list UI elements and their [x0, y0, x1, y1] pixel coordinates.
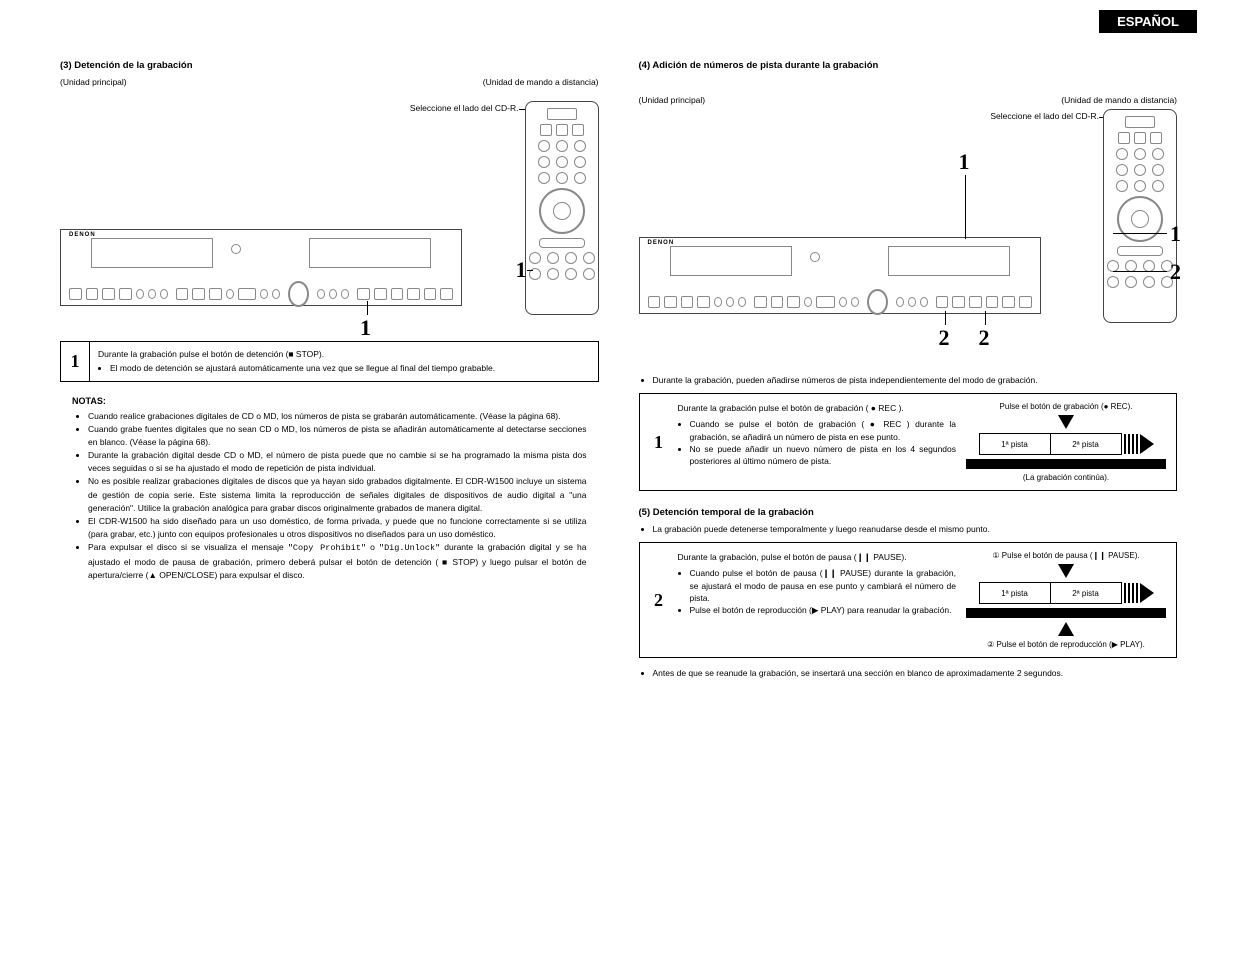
section4-title: (4) Adición de números de pista durante … [639, 60, 1178, 71]
nota-6: Para expulsar el disco si se visualiza e… [88, 541, 587, 582]
note4: Durante la grabación, pueden añadirse nú… [653, 375, 1178, 385]
box2-seg1: 1ª pista [979, 582, 1051, 604]
box2-botlabel: ② Pulse el botón de reproducción (▶ PLAY… [966, 640, 1166, 649]
remote-illustration [525, 101, 599, 315]
notas-heading: NOTAS: [72, 396, 587, 406]
unit-main-label: (Unidad principal) [60, 77, 127, 87]
callout-r-1a: 1 [959, 149, 970, 175]
box1-toplabel: Pulse el botón de grabación (● REC). [966, 402, 1166, 411]
final-note: Antes de que se reanude la grabación, se… [653, 668, 1178, 678]
select-side-label: Seleccione el lado del CD-R. [410, 103, 519, 113]
track-box-1: 1 Durante la grabación pulse el botón de… [639, 393, 1178, 491]
nota-3: Durante la grabación digital desde CD o … [88, 449, 587, 475]
callout-r-2a: 2 [939, 325, 950, 351]
nota-4: No es posible realizar grabaciones digit… [88, 475, 587, 515]
nota-1: Cuando realice grabaciones digitales de … [88, 410, 587, 423]
remote-illustration-r [1103, 109, 1177, 323]
device-illustration: DENON [60, 229, 462, 306]
section5-title: (5) Detención temporal de la grabación [639, 507, 1178, 518]
step1-number: 1 [61, 342, 90, 381]
box1-b2: No se puede añadir un nuevo número de pi… [690, 443, 957, 468]
callout-1b: 1 [516, 257, 527, 283]
unit-remote-label-r: (Unidad de mando a distancia) [1061, 95, 1177, 105]
box2-line1: Durante la grabación, pulse el botón de … [678, 552, 907, 562]
step1-box: 1 Durante la grabación pulse el botón de… [60, 341, 599, 382]
box2-b1: Cuando pulse el botón de pausa (❙❙ PAUSE… [690, 567, 957, 604]
track-box-2: 2 Durante la grabación, pulse el botón d… [639, 542, 1178, 658]
box1-num: 1 [650, 432, 668, 453]
box1-line1: Durante la grabación pulse el botón de g… [678, 403, 904, 413]
box1-seg1: 1ª pista [979, 433, 1051, 455]
box2-b2: Pulse el botón de reproducción (▶ PLAY) … [690, 604, 957, 616]
unit-remote-label: (Unidad de mando a distancia) [483, 77, 599, 87]
step1-text: Durante la grabación pulse el botón de d… [98, 349, 324, 359]
box2-num: 2 [650, 590, 668, 611]
callout-r-2c: 2 [1170, 259, 1181, 285]
unit-main-label-r: (Unidad principal) [639, 95, 706, 105]
nota-5: El CDR-W1500 ha sido diseñado para un us… [88, 515, 587, 541]
device-illustration-r: DENON [639, 237, 1041, 314]
box1-caption: (La grabación continúa). [966, 473, 1166, 482]
callout-r-1b: 1 [1170, 221, 1181, 247]
section3-title: (3) Detención de la grabación [60, 60, 599, 71]
box2-toplabel: ① Pulse el botón de pausa (❙❙ PAUSE). [966, 551, 1166, 560]
box2-seg2: 2ª pista [1051, 582, 1122, 604]
note5: La grabación puede detenerse temporalmen… [653, 524, 1178, 534]
box1-seg2: 2ª pista [1051, 433, 1122, 455]
callout-r-2b: 2 [979, 325, 990, 351]
step1-bullet1: El modo de detención se ajustará automát… [110, 362, 590, 374]
callout-1a: 1 [360, 315, 371, 341]
nota-2: Cuando grabe fuentes digitales que no se… [88, 423, 587, 449]
language-tab: ESPAÑOL [1099, 10, 1197, 33]
select-side-label-r: Seleccione el lado del CD-R. [990, 111, 1099, 121]
box1-b1: Cuando se pulse el botón de grabación ( … [690, 418, 957, 443]
